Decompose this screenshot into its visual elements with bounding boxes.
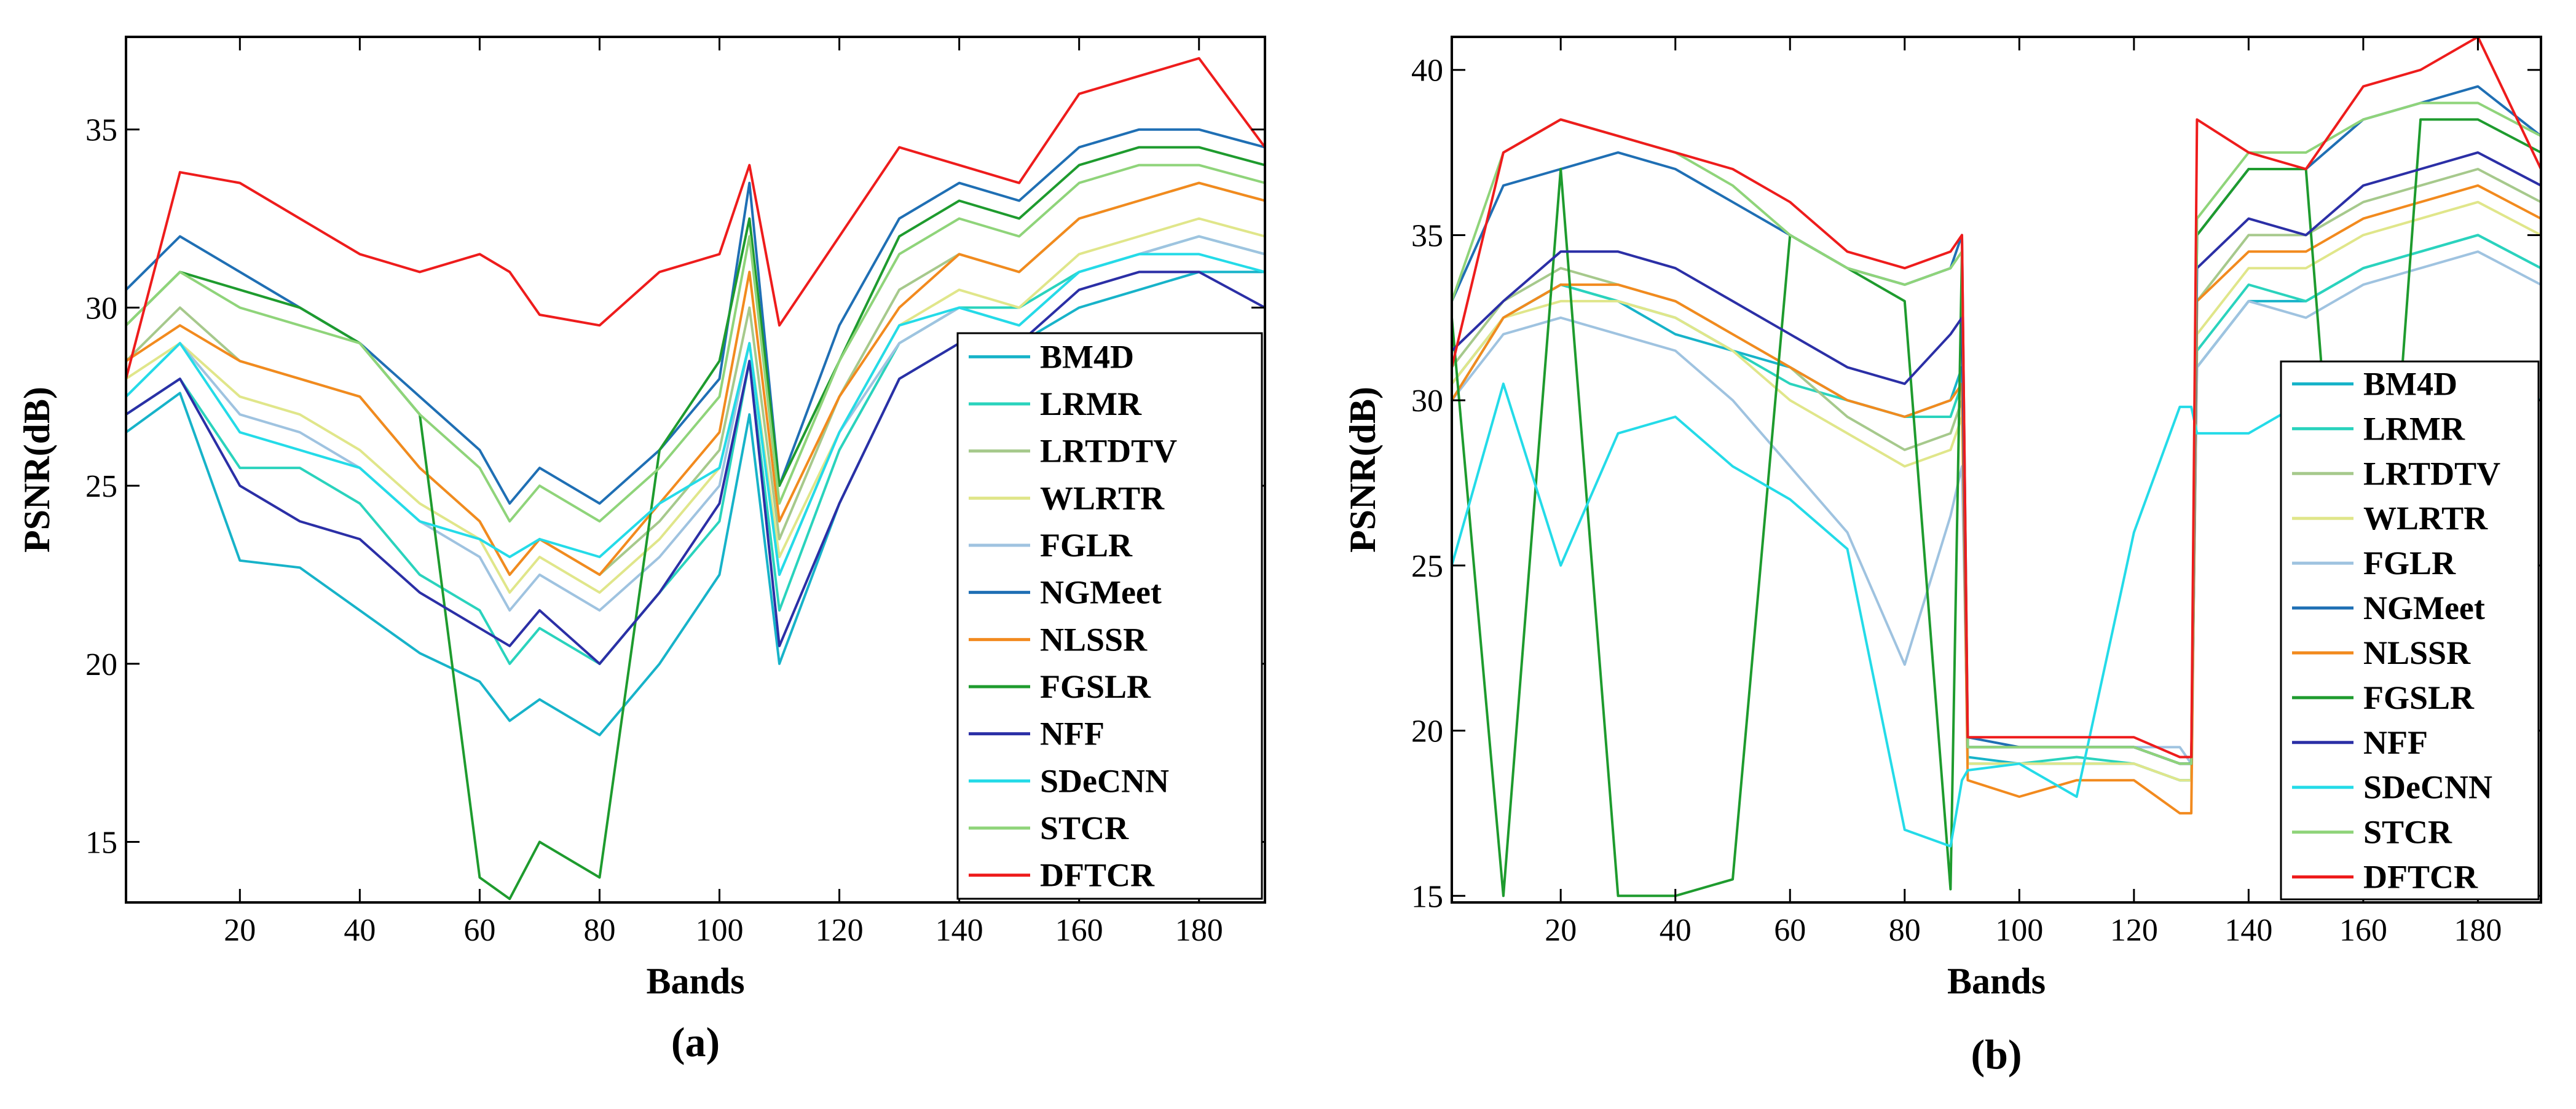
legend-label-nlssr: NLSSR bbox=[1040, 621, 1148, 658]
legend-label-stcr: STCR bbox=[2363, 814, 2452, 851]
legend-label-lrtdtv: LRTDTV bbox=[2363, 455, 2500, 492]
x-tick-label: 180 bbox=[2454, 913, 2502, 948]
x-tick-label: 160 bbox=[1055, 913, 1103, 948]
legend-label-bm4d: BM4D bbox=[2363, 365, 2457, 402]
x-tick-label: 140 bbox=[2224, 913, 2272, 948]
y-tick-label: 15 bbox=[85, 825, 117, 860]
legend-label-fgslr: FGSLR bbox=[1040, 668, 1151, 705]
x-tick-label: 60 bbox=[1774, 913, 1806, 948]
series-line-dftcr bbox=[126, 57, 1265, 379]
x-tick-label: 20 bbox=[1545, 913, 1577, 948]
y-tick-label: 30 bbox=[1411, 384, 1443, 419]
legend-label-bm4d: BM4D bbox=[1040, 338, 1134, 375]
x-tick-label: 120 bbox=[816, 913, 864, 948]
series-line-stcr bbox=[126, 164, 1265, 523]
legend-label-ngmeet: NGMeet bbox=[1040, 574, 1162, 611]
x-tick-label: 120 bbox=[2110, 913, 2158, 948]
panel-label: (a) bbox=[671, 1019, 720, 1065]
x-tick-label: 60 bbox=[463, 913, 495, 948]
legend-label-nff: NFF bbox=[1040, 716, 1105, 752]
x-axis-label: Bands bbox=[1947, 961, 2046, 1001]
plot-area-frame bbox=[125, 36, 1266, 904]
series-line-wlrtr bbox=[1452, 200, 2541, 782]
legend-label-sdecnn: SDeCNN bbox=[2363, 769, 2492, 806]
legend-label-nff: NFF bbox=[2363, 724, 2428, 761]
y-tick-label: 20 bbox=[1411, 714, 1443, 749]
y-tick-label: 25 bbox=[85, 469, 117, 504]
x-tick-label: 180 bbox=[1175, 913, 1223, 948]
x-tick-label: 80 bbox=[583, 913, 615, 948]
legend-label-fglr: FGLR bbox=[1040, 527, 1133, 564]
series-line-wlrtr bbox=[126, 217, 1265, 594]
legend-label-dftcr: DFTCR bbox=[2363, 859, 2478, 896]
legend-label-wlrtr: WLRTR bbox=[2363, 500, 2488, 537]
y-tick-label: 40 bbox=[1411, 53, 1443, 89]
legend-label-sdecnn: SDeCNN bbox=[1040, 762, 1169, 799]
y-tick-label: 35 bbox=[1411, 218, 1443, 253]
y-axis-label: PSNR(dB) bbox=[17, 387, 57, 553]
legend-label-ngmeet: NGMeet bbox=[2363, 590, 2485, 626]
x-tick-label: 100 bbox=[1995, 913, 2043, 948]
x-tick-label: 40 bbox=[1660, 913, 1692, 948]
plot-area-frame bbox=[1451, 36, 2542, 904]
series-line-dftcr bbox=[1452, 37, 2541, 759]
x-tick-label: 160 bbox=[2339, 913, 2387, 948]
y-tick-label: 30 bbox=[85, 291, 117, 326]
y-axis-label: PSNR(dB) bbox=[1342, 387, 1383, 553]
x-tick-label: 20 bbox=[224, 913, 256, 948]
series-line-nlssr bbox=[126, 181, 1265, 576]
legend-label-lrmr: LRMR bbox=[1040, 385, 1142, 422]
series-line-ngmeet bbox=[1452, 85, 2541, 765]
y-tick-label: 20 bbox=[85, 647, 117, 682]
y-tick-label: 35 bbox=[85, 113, 117, 148]
series-line-nlssr bbox=[1452, 184, 2541, 815]
legend-label-nlssr: NLSSR bbox=[2363, 634, 2471, 671]
x-tick-label: 40 bbox=[344, 913, 376, 948]
series-line-fgslr bbox=[126, 146, 1265, 901]
legend-label-dftcr: DFTCR bbox=[1040, 857, 1155, 894]
series-line-sdecnn bbox=[126, 253, 1265, 576]
legend-label-fglr: FGLR bbox=[2363, 545, 2456, 582]
series-line-nff bbox=[126, 270, 1265, 665]
legend-box bbox=[956, 332, 1263, 900]
x-tick-label: 140 bbox=[935, 913, 983, 948]
legend-label-fgslr: FGSLR bbox=[2363, 679, 2475, 716]
panel-label: (b) bbox=[1971, 1031, 2022, 1078]
x-tick-label: 100 bbox=[696, 913, 744, 948]
legend-box bbox=[2280, 360, 2540, 901]
x-tick-label: 80 bbox=[1889, 913, 1921, 948]
y-tick-label: 15 bbox=[1411, 879, 1443, 914]
legend-label-stcr: STCR bbox=[1040, 810, 1129, 847]
legend-label-wlrtr: WLRTR bbox=[1040, 480, 1165, 516]
x-axis-label: Bands bbox=[646, 961, 744, 1001]
y-tick-label: 25 bbox=[1411, 549, 1443, 584]
series-line-lrmr bbox=[126, 235, 1265, 665]
legend-label-lrmr: LRMR bbox=[2363, 410, 2465, 447]
legend-label-lrtdtv: LRTDTV bbox=[1040, 433, 1177, 470]
series-line-bm4d bbox=[126, 270, 1265, 736]
